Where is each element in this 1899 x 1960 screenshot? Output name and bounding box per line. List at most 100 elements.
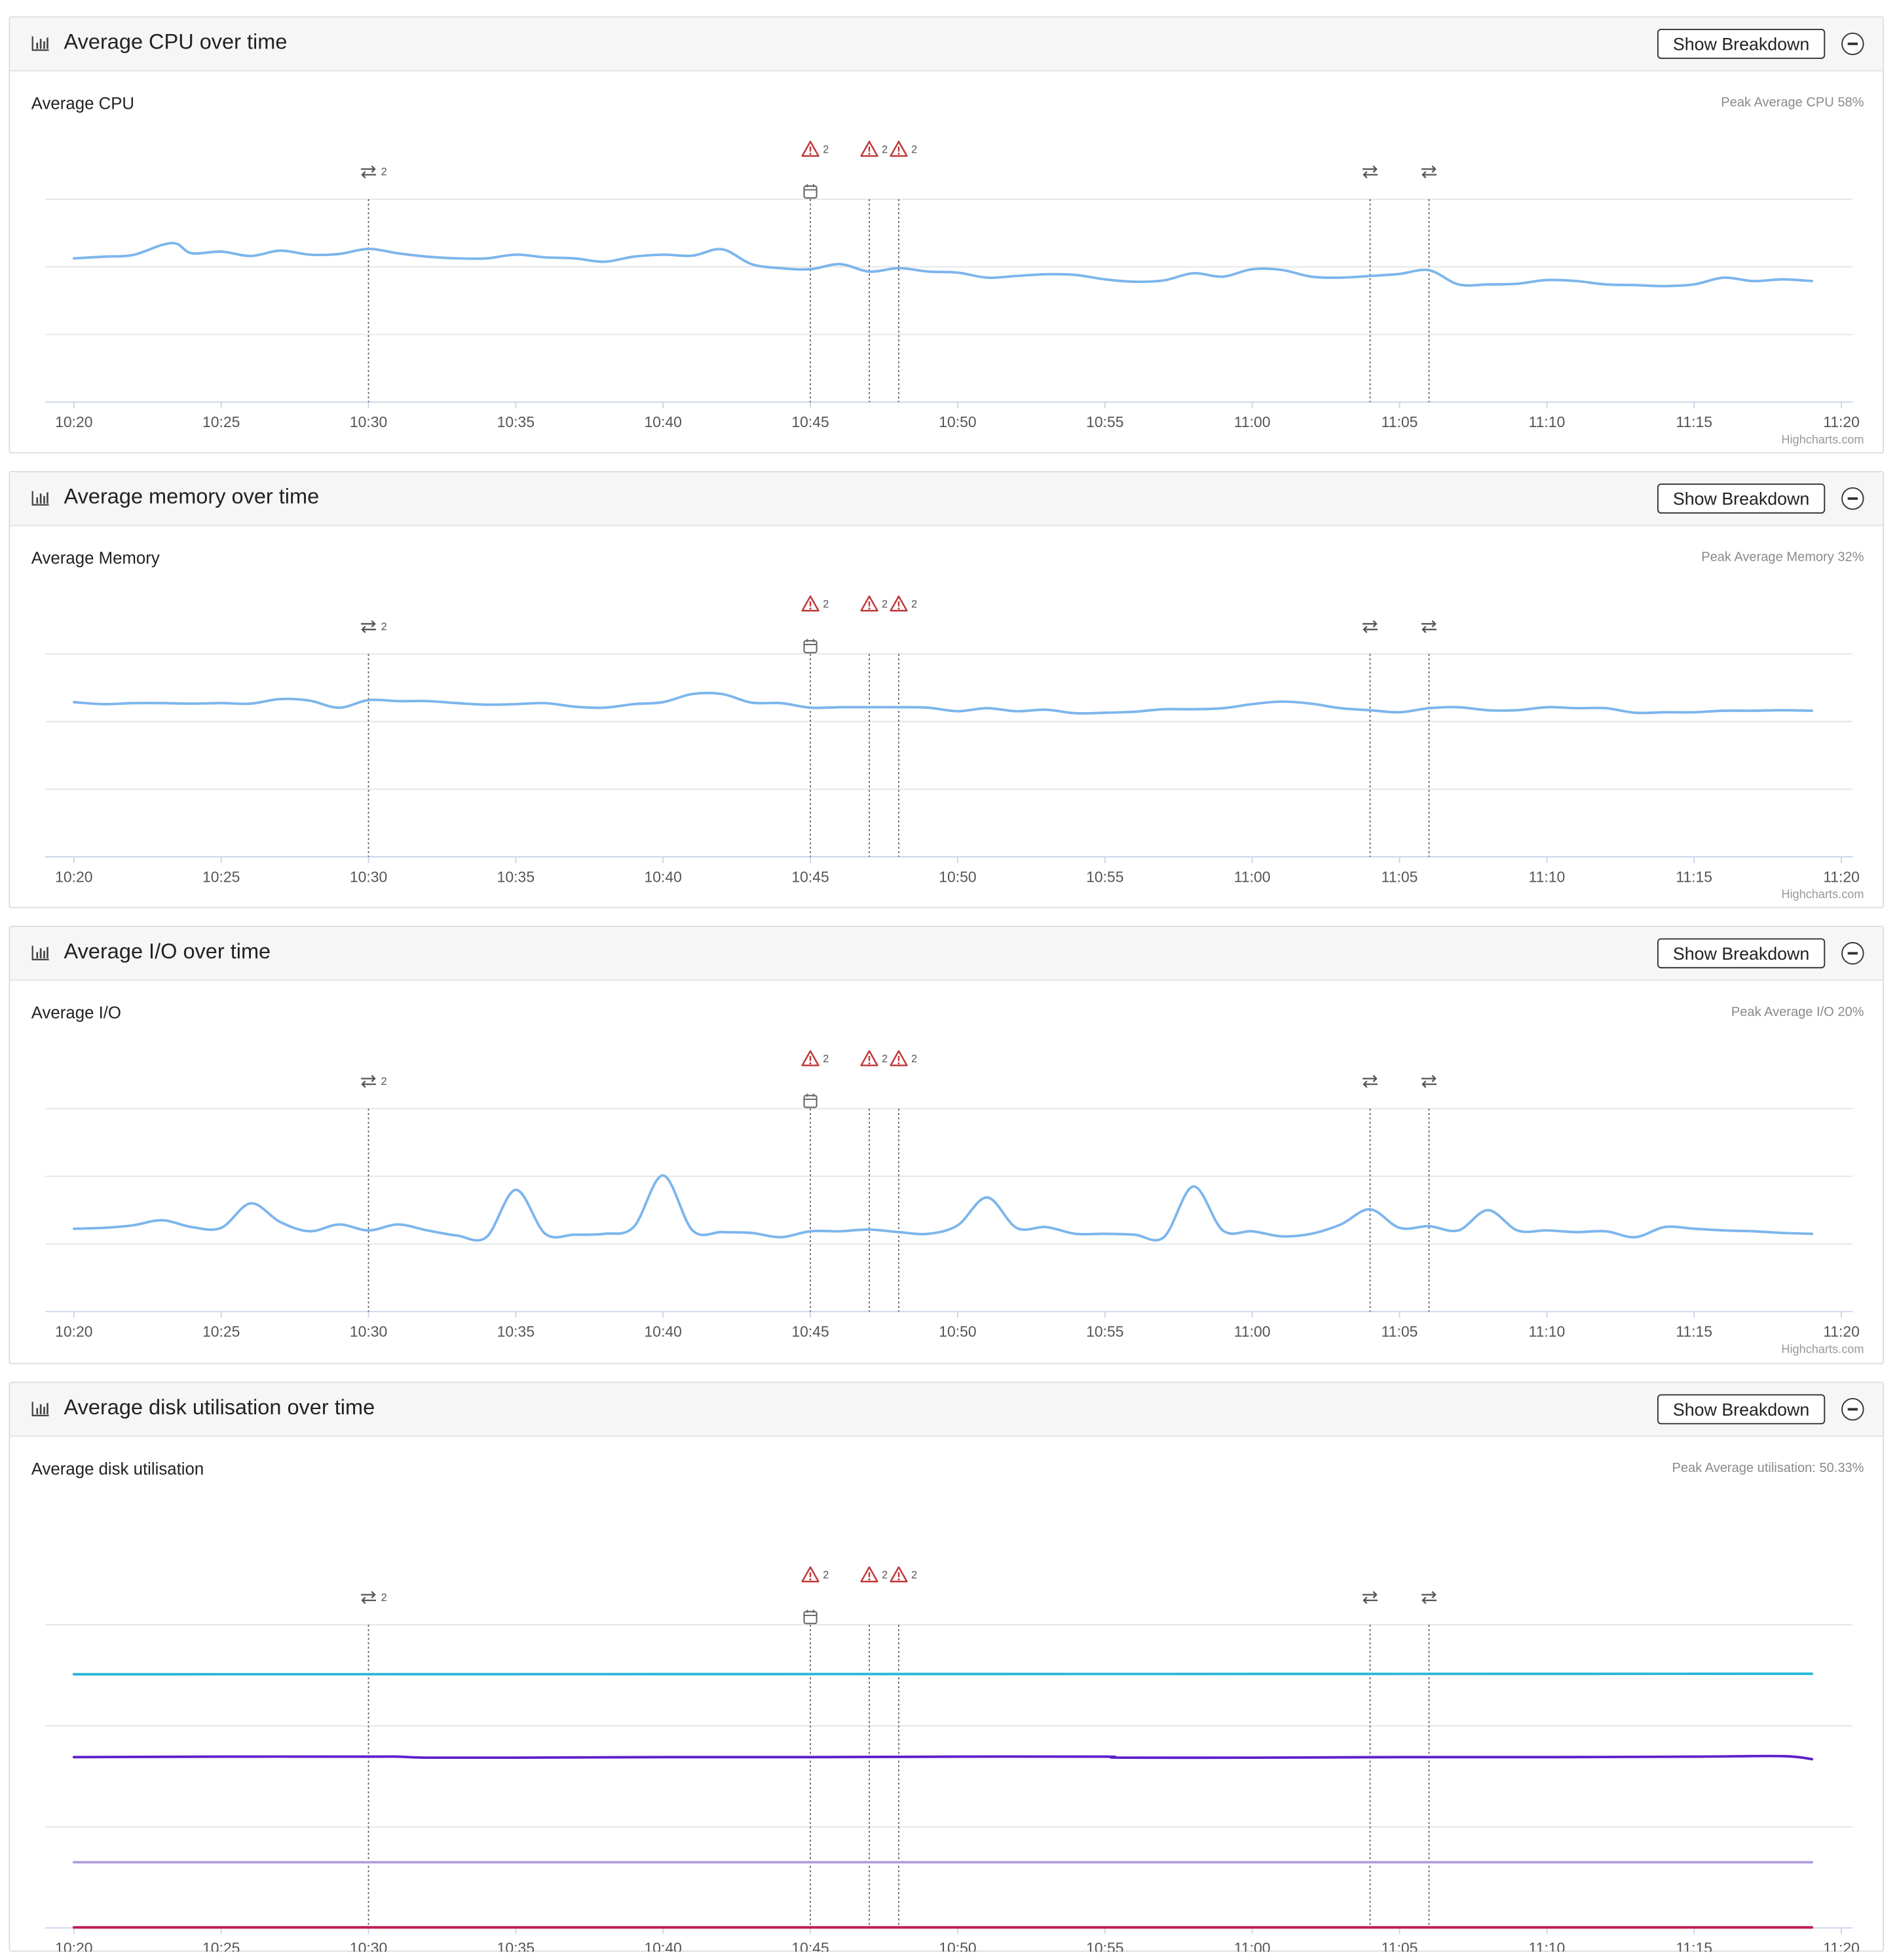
arrows-swap-icon (1363, 1074, 1378, 1312)
x-tick-label: 10:40 (645, 868, 682, 885)
panel-header: Average memory over time Show Breakdown (10, 472, 1883, 527)
x-tick-label: 11:00 (1234, 1323, 1271, 1340)
alert-triangle-icon (890, 595, 908, 857)
x-tick-label: 10:25 (202, 868, 240, 885)
event-count: 2 (823, 143, 829, 155)
x-tick-label: 10:45 (791, 1939, 829, 1951)
x-tick-label: 10:20 (55, 1939, 92, 1951)
chart-title: Average I/O (31, 1004, 121, 1023)
disk-chart: Average disk utilisation Peak Average uti… (31, 1460, 1864, 1952)
x-tick-label: 10:45 (791, 868, 829, 885)
event-count: 2 (911, 1569, 917, 1581)
bar-chart-icon (31, 36, 49, 51)
event-count: 2 (381, 1592, 387, 1604)
event-count: 2 (381, 621, 387, 633)
x-tick-label: 11:05 (1382, 868, 1418, 885)
minus-circle-icon[interactable] (1841, 1398, 1864, 1421)
panel-title: Average disk utilisation over time (64, 1395, 375, 1420)
alert-triangle-icon (890, 1566, 908, 1929)
panel-header: Average CPU over time Show Breakdown (10, 17, 1883, 72)
event-count: 2 (381, 166, 387, 178)
x-tick-label: 11:20 (1823, 1323, 1860, 1340)
alert-triangle-icon (801, 595, 819, 857)
show-breakdown-button[interactable]: Show Breakdown (1657, 938, 1826, 969)
calendar-icon (803, 1093, 818, 1108)
x-tick-label: 10:45 (791, 1323, 829, 1340)
panel-title: Average memory over time (64, 485, 320, 509)
x-tick-label: 10:50 (939, 868, 976, 885)
alert-triangle-icon (801, 1566, 819, 1929)
arrows-swap-icon (361, 165, 377, 402)
show-breakdown-button[interactable]: Show Breakdown (1657, 28, 1826, 59)
panel-memory: Average memory over time Show Breakdown … (9, 471, 1885, 909)
x-tick-label: 10:35 (497, 413, 535, 430)
panel-disk: Average disk utilisation over time Show … (9, 1382, 1885, 1952)
event-count: 2 (911, 598, 917, 610)
x-tick-label: 11:05 (1382, 1323, 1418, 1340)
show-breakdown-button[interactable]: Show Breakdown (1657, 1394, 1826, 1425)
minus-circle-icon[interactable] (1841, 942, 1864, 965)
x-tick-label: 10:20 (55, 1323, 92, 1340)
x-tick-label: 10:50 (939, 1323, 976, 1340)
minus-circle-icon[interactable] (1841, 487, 1864, 510)
event-count: 2 (823, 598, 829, 610)
x-tick-label: 10:30 (350, 1323, 387, 1340)
alert-triangle-icon (860, 140, 878, 402)
series-line (72, 242, 1814, 288)
bar-chart-icon (31, 945, 49, 960)
x-tick-label: 11:00 (1234, 1939, 1271, 1951)
show-breakdown-button[interactable]: Show Breakdown (1657, 483, 1826, 514)
event-count: 2 (882, 143, 888, 155)
event-count: 2 (381, 1076, 387, 1087)
event-count: 2 (882, 598, 888, 610)
chart-title: Average Memory (31, 550, 160, 568)
highcharts-credit: Highcharts.com (1781, 1342, 1864, 1355)
x-tick-label: 10:45 (791, 413, 829, 430)
x-tick-label: 10:20 (55, 868, 92, 885)
x-tick-label: 11:20 (1823, 413, 1860, 430)
x-tick-label: 10:30 (350, 1939, 387, 1951)
x-tick-label: 11:05 (1382, 1939, 1418, 1951)
panel-title: Average CPU over time (64, 29, 288, 54)
peak-label: Peak Average CPU 58% (1721, 96, 1864, 110)
x-tick-label: 11:10 (1529, 413, 1566, 430)
x-tick-label: 10:35 (497, 1323, 535, 1340)
x-tick-label: 10:50 (939, 1939, 976, 1951)
alert-triangle-icon (801, 140, 819, 402)
event-count: 2 (911, 1053, 917, 1065)
x-tick-label: 10:55 (1086, 1323, 1123, 1340)
x-tick-label: 11:15 (1676, 413, 1712, 430)
x-tick-label: 11:15 (1676, 1939, 1712, 1951)
x-tick-label: 11:15 (1676, 1323, 1712, 1340)
alert-triangle-icon (860, 595, 878, 857)
highcharts-credit: Highcharts.com (1781, 433, 1864, 446)
x-tick-label: 10:25 (202, 413, 240, 430)
arrows-swap-icon (1421, 1591, 1437, 1929)
x-tick-label: 11:10 (1529, 868, 1566, 885)
chart-title: Average CPU (31, 94, 134, 113)
calendar-icon (803, 639, 818, 654)
alert-triangle-icon (890, 1050, 908, 1312)
alert-triangle-icon (860, 1566, 878, 1929)
peak-label: Peak Average Memory 32% (1701, 550, 1864, 565)
x-tick-label: 11:20 (1823, 1939, 1860, 1951)
x-tick-label: 10:40 (645, 1323, 682, 1340)
x-tick-label: 11:20 (1823, 868, 1860, 885)
x-tick-label: 10:35 (497, 1939, 535, 1951)
x-tick-label: 10:25 (202, 1323, 240, 1340)
x-tick-label: 11:05 (1382, 413, 1418, 430)
panel-title: Average I/O over time (64, 939, 271, 964)
io-chart: Average I/O Peak Average I/O 20% 10:20 10:2… (31, 1004, 1864, 1356)
panel-header: Average I/O over time Show Breakdown (10, 927, 1883, 981)
series-line (72, 691, 1814, 715)
cpu-chart: Average CPU Peak Average CPU 58% 10:20 10:2… (31, 94, 1864, 446)
calendar-icon (803, 1610, 818, 1625)
arrows-swap-icon (1421, 620, 1437, 857)
series-line (72, 1174, 1814, 1242)
alert-triangle-icon (801, 1050, 819, 1312)
x-tick-label: 10:35 (497, 868, 535, 885)
series-line (72, 1754, 1814, 1761)
minus-circle-icon[interactable] (1841, 32, 1864, 56)
x-tick-label: 10:30 (350, 413, 387, 430)
